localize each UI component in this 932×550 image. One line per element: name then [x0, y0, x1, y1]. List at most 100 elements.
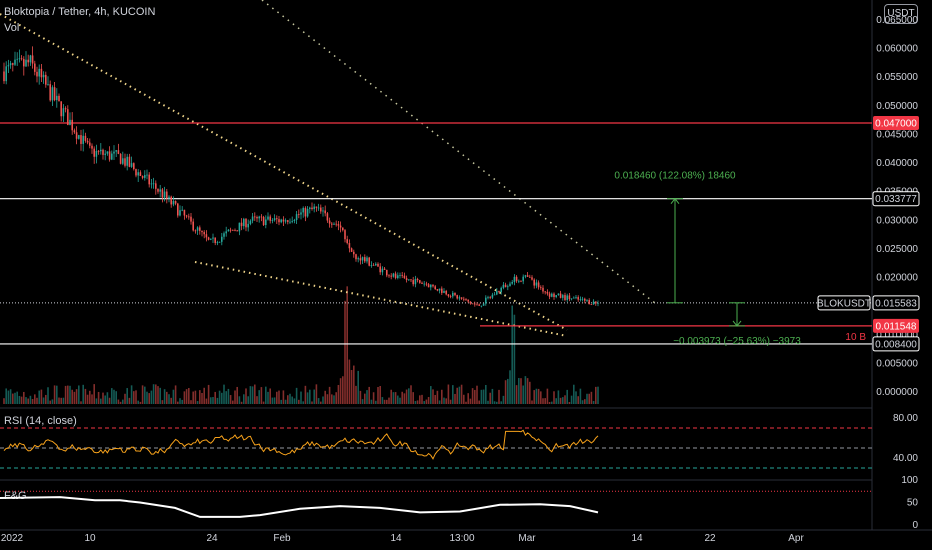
volume-bar — [141, 385, 144, 404]
volume-bar — [568, 401, 571, 404]
candle-body — [12, 63, 14, 65]
volume-bar — [443, 397, 445, 404]
candle-body — [229, 229, 232, 231]
candle-body — [355, 254, 357, 260]
candle-body — [139, 172, 142, 176]
candle-body — [7, 65, 10, 67]
candle-body — [205, 234, 208, 238]
volume-bar — [368, 386, 370, 404]
volume-bar — [42, 397, 45, 404]
volume-bar — [586, 393, 588, 404]
volume-bar — [240, 401, 243, 404]
volume-bar — [557, 390, 560, 404]
volume-bar — [174, 385, 177, 404]
volume-bar — [324, 390, 326, 404]
candle-body — [100, 149, 102, 152]
rsi-pane: 80.00 40.00 — [0, 407, 918, 469]
volume-bar — [379, 385, 381, 404]
volume-bar — [306, 392, 309, 404]
volume-bar — [214, 391, 216, 404]
volume-bar — [260, 387, 263, 404]
volume-bar — [544, 398, 546, 404]
volume-bar — [91, 394, 93, 404]
level-tag-bg — [873, 318, 919, 333]
candle-body — [452, 292, 454, 297]
candles — [3, 46, 599, 308]
volume-bar — [493, 401, 496, 404]
candle-body — [49, 84, 51, 101]
volume-bar — [291, 396, 293, 404]
candle-body — [216, 242, 219, 244]
candle-body — [45, 74, 47, 85]
volume-bar — [575, 391, 577, 404]
volume-bar — [203, 387, 205, 404]
time-tick-label: 14 — [390, 533, 402, 544]
candle-body — [381, 268, 384, 273]
price-tick-label: 0.050000 — [876, 101, 918, 112]
volume-bar — [535, 388, 538, 404]
volume-bar — [430, 386, 432, 404]
candle-body — [146, 174, 148, 176]
volume-bar — [192, 391, 194, 404]
volume-bar — [144, 386, 146, 404]
volume-bar — [36, 397, 38, 404]
candle-body — [324, 210, 326, 214]
time-tick-label: 13:00 — [449, 533, 474, 544]
candle-body — [535, 282, 538, 286]
candle-body — [377, 263, 379, 267]
candle-body — [227, 229, 230, 232]
measurements[interactable]: 0.018460 (122.08%) 18460 −0.003973 (−25.6… — [614, 171, 801, 347]
volume-bar — [436, 390, 439, 404]
volume-bar — [515, 385, 518, 404]
volume-bar — [540, 391, 542, 404]
candle-body — [271, 220, 274, 221]
rsi-tick-label: 40.00 — [893, 453, 918, 464]
candle-body — [401, 275, 403, 276]
candle-body — [306, 209, 309, 217]
candle-body — [419, 280, 421, 283]
candle-body — [498, 290, 500, 292]
volume-bar — [408, 388, 410, 404]
candle-body — [221, 236, 223, 242]
candle-body — [414, 278, 417, 285]
time-axis[interactable]: 2022 10 24 Feb 14 13:00 Mar 14 22 Apr — [1, 533, 805, 544]
volume-bar — [135, 390, 137, 404]
candle-body — [368, 257, 370, 266]
currency-button[interactable]: USDT — [884, 4, 918, 24]
candle-body — [236, 230, 238, 232]
candle-body — [267, 216, 269, 220]
horizontal-levels[interactable] — [0, 122, 872, 345]
candle-body — [496, 290, 498, 295]
candle-body — [119, 153, 122, 164]
volume-bar — [232, 400, 234, 404]
time-tick-label: 14 — [631, 533, 643, 544]
volume-bar — [500, 401, 502, 404]
candle-body — [78, 135, 80, 139]
trend-lines[interactable] — [0, 0, 656, 337]
candle-body — [370, 265, 373, 266]
volume-bar — [386, 399, 388, 404]
volume-bar — [5, 388, 7, 404]
candle-body — [287, 220, 289, 222]
volume-bar — [243, 394, 245, 404]
volume-bar — [27, 398, 29, 404]
candle-body — [553, 293, 555, 298]
volume-bar — [445, 398, 447, 404]
candle-body — [408, 279, 410, 281]
volume-bar — [293, 398, 296, 404]
volume-bar — [447, 384, 450, 404]
candle-body — [372, 265, 375, 266]
candle-body — [194, 230, 197, 232]
candle-body — [3, 71, 5, 82]
symbol-tag: BLOKUSDT — [817, 298, 871, 309]
volume-bar — [491, 388, 494, 404]
candle-body — [232, 229, 234, 231]
candle-body — [359, 258, 362, 261]
candle-body — [309, 207, 311, 210]
long-trendline — [261, 0, 656, 304]
candle-body — [383, 268, 386, 270]
symbol-tag-bg — [818, 295, 870, 310]
volume-bar — [326, 394, 329, 404]
candle-body — [278, 219, 280, 223]
